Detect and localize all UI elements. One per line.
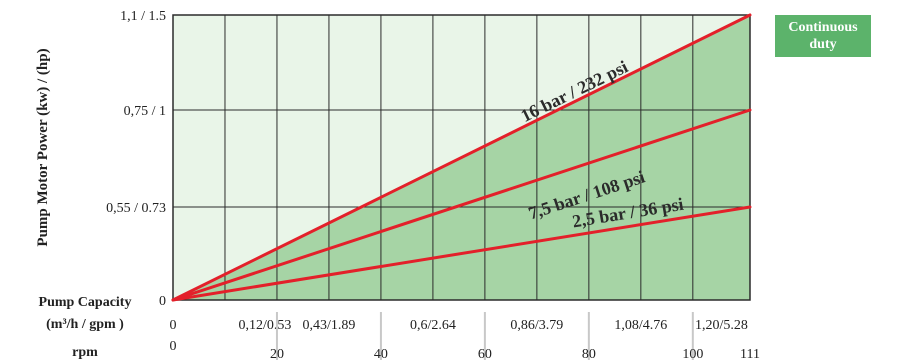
rpm-tick-label: 80 <box>582 347 596 362</box>
capacity-tick-label: 0,43/1.89 <box>303 318 356 333</box>
plot-frame <box>172 14 751 301</box>
capacity-row-sublabel: (m³/h / gpm ) <box>46 317 124 332</box>
series-line-2 <box>171 205 752 302</box>
y-tick-label: 0 <box>159 294 166 309</box>
rpm-tick-label: 100 <box>682 347 703 362</box>
y-axis-title: Pump Motor Power (kw) / (hp) <box>35 48 51 246</box>
capacity-tick-label: 1,08/4.76 <box>614 318 667 333</box>
rpm-tick-label: 60 <box>478 347 492 362</box>
y-tick-label: 0,55 / 0.73 <box>106 201 166 216</box>
capacity-tick-label: 0,12/0.53 <box>239 318 292 333</box>
capacity-tick-label: 0,86/3.79 <box>510 318 563 333</box>
capacity-tick-label: 0,6/2.64 <box>410 318 456 333</box>
y-tick-label: 0,75 / 1 <box>124 104 166 119</box>
series-lines <box>171 13 752 302</box>
rpm-row-label: rpm <box>72 345 98 360</box>
rpm-tick-label: 111 <box>740 347 760 362</box>
grid-lines <box>172 14 751 301</box>
capacity-row-label: Pump Capacity <box>39 295 132 310</box>
rpm-tick-label: 0 <box>170 339 177 354</box>
legend-continuous-duty: Continuous duty <box>775 15 871 57</box>
y-tick-label: 1,1 / 1.5 <box>120 9 166 24</box>
series-line-0 <box>171 13 752 302</box>
rpm-tick-label: 20 <box>270 347 284 362</box>
capacity-tick-label: 0 <box>170 318 177 333</box>
series-line-1 <box>171 108 752 302</box>
capacity-tick-label: 1,20/5.28 <box>695 318 748 333</box>
rpm-tick-label: 40 <box>374 347 388 362</box>
axis-labels: 0 0,55 / 0.73 0,75 / 1 1,1 / 1.5 Pump Motor … <box>35 9 760 362</box>
